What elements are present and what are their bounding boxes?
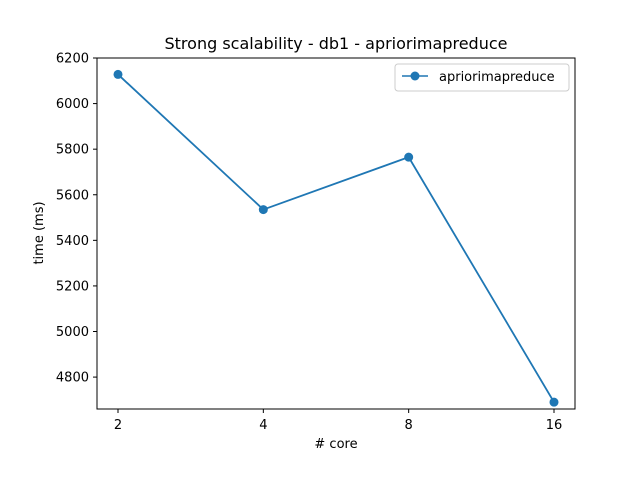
- y-tick-label: 5600: [56, 188, 89, 203]
- axes-frame: [96, 57, 576, 410]
- data-point: [113, 69, 123, 79]
- y-tick-label: 5400: [56, 234, 89, 249]
- y-axis-label: time (ms): [32, 201, 47, 264]
- legend: apriorimapreduce: [394, 63, 570, 92]
- legend-entry-apriorimapreduce: apriorimapreduce: [439, 70, 555, 85]
- legend-marker: [410, 71, 420, 81]
- y-tick-label: 5200: [56, 279, 89, 294]
- x-tick-label: 2: [114, 418, 122, 433]
- x-axis-label: # core: [314, 437, 357, 452]
- series-line: [117, 73, 555, 403]
- data-point: [258, 205, 268, 215]
- x-tick-label: 16: [546, 418, 563, 433]
- data-point: [404, 152, 414, 162]
- x-tick-label: 8: [405, 418, 413, 433]
- y-tick-label: 4800: [56, 371, 89, 386]
- x-tick-label: 4: [259, 418, 267, 433]
- data-point: [549, 397, 559, 407]
- legend-box: [394, 63, 570, 92]
- chart-title: Strong scalability - db1 - apriorimapred…: [165, 34, 508, 53]
- y-tick-label: 5800: [56, 143, 89, 158]
- plot-area: 4800 5000 5200 5400 5600 5800 6000 6200 2 4 8 16: [56, 52, 562, 434]
- y-tick-label: 6200: [56, 52, 89, 67]
- y-tick-label: 6000: [56, 97, 89, 112]
- y-tick-label: 5000: [56, 325, 89, 340]
